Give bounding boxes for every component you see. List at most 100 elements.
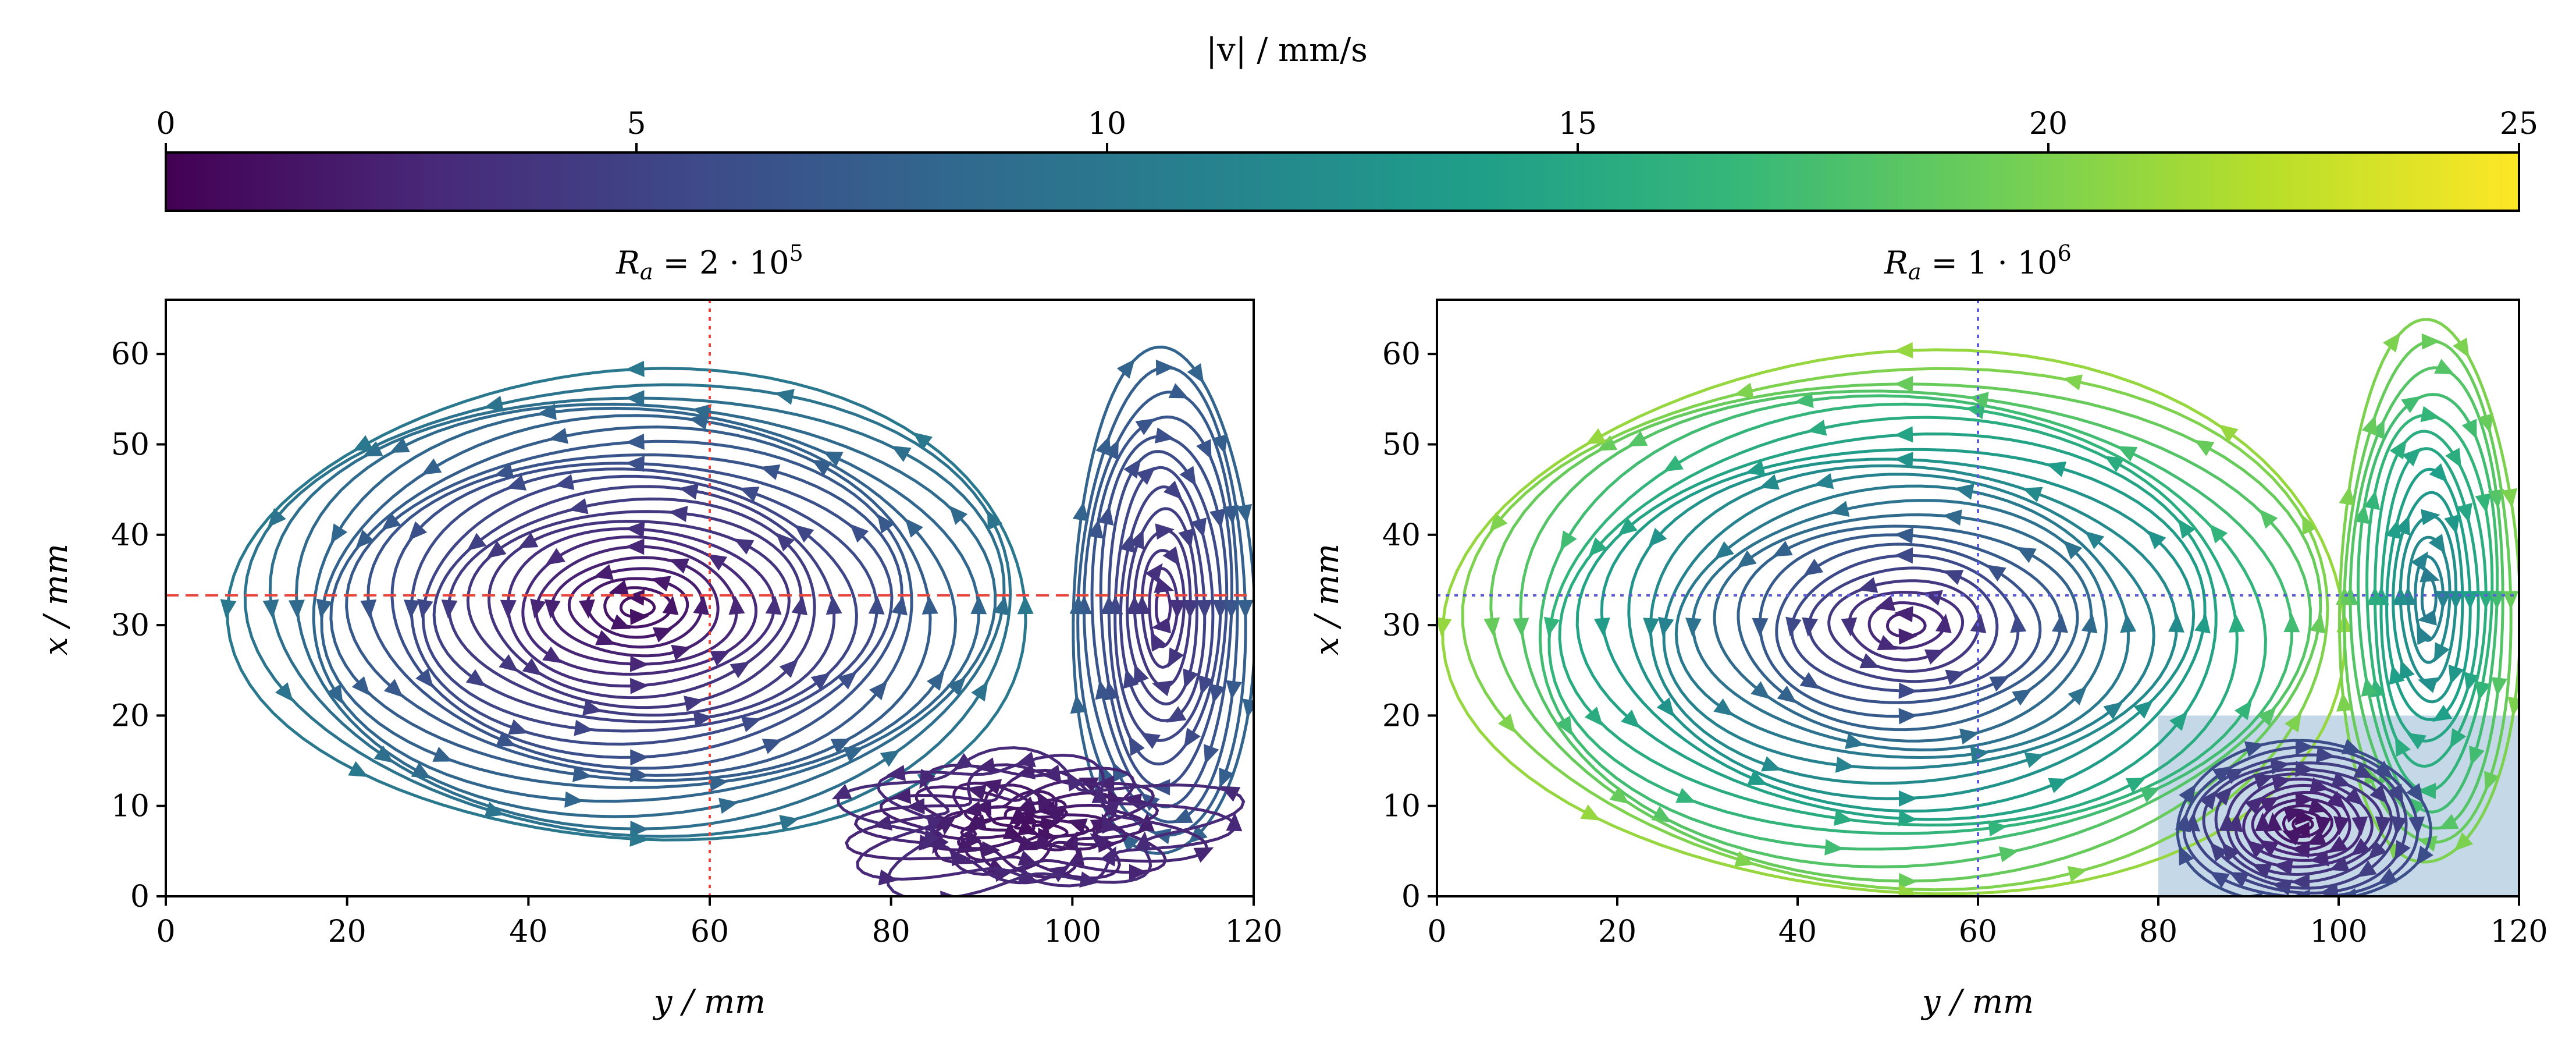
streamline-arrow bbox=[582, 699, 603, 716]
streamline-arrow bbox=[1894, 452, 1913, 469]
x-tick-label: 0 bbox=[1427, 914, 1446, 949]
streamline-arrow bbox=[1898, 708, 1917, 725]
streamline-arrow bbox=[1803, 558, 1824, 576]
streamline-arrow bbox=[288, 599, 305, 619]
streamline-arrow bbox=[2219, 812, 2236, 831]
streamline-arrow bbox=[360, 599, 377, 619]
streamline bbox=[521, 535, 758, 676]
y-tick-label: 0 bbox=[1401, 879, 1421, 914]
streamline-arrow bbox=[1877, 635, 1898, 650]
streamline-arrow bbox=[1543, 616, 1560, 637]
streamline bbox=[603, 586, 673, 629]
streamline-arrow bbox=[1016, 796, 1037, 812]
streamline-arrow bbox=[484, 801, 505, 818]
streamline-arrow bbox=[2385, 519, 2402, 540]
streamline-arrow bbox=[2364, 490, 2380, 510]
streamline-arrow bbox=[1621, 709, 1641, 729]
y-axis-label-ra-1e6: x / mm bbox=[1308, 544, 1346, 655]
streamline-arrow bbox=[671, 644, 691, 661]
streamline-arrow bbox=[2368, 840, 2387, 860]
streamline-arrow bbox=[2169, 711, 2188, 731]
x-axis-label-ra-1e6: y / mm bbox=[1920, 983, 2034, 1021]
streamline-arrow bbox=[1222, 505, 1239, 525]
axes-ticks-ra-1e6: 0 20 40 60 80 100 120 0 10 20 30 40 50 60 bbox=[1382, 337, 2548, 949]
streamline-arrow bbox=[843, 747, 864, 762]
y-tick-label: 10 bbox=[111, 789, 150, 824]
streamline-arrow bbox=[1898, 872, 1917, 889]
streamline-arrow bbox=[545, 548, 565, 565]
streamline-arrow bbox=[2295, 791, 2314, 808]
streamline-arrow bbox=[2361, 676, 2378, 697]
streamline-arrow bbox=[2209, 524, 2228, 544]
streamline-arrow bbox=[1750, 681, 1770, 700]
y-tick-label: 40 bbox=[1382, 518, 1421, 553]
streamline-arrow bbox=[2435, 591, 2452, 610]
streamline-arrow bbox=[810, 672, 831, 690]
streamline-arrow bbox=[2336, 692, 2353, 712]
streamline-arrow bbox=[625, 434, 645, 450]
streamline-arrow bbox=[892, 787, 912, 804]
streamline-arrow bbox=[518, 533, 539, 548]
streamline bbox=[2337, 318, 2519, 864]
streamline-arrow bbox=[1752, 618, 1769, 637]
streamline-arrow bbox=[1627, 431, 1648, 447]
streamline-arrow bbox=[1204, 744, 1219, 765]
streamline-arrow bbox=[1945, 669, 1966, 686]
streamline-arrow bbox=[2081, 613, 2098, 634]
streamline-arrow bbox=[595, 630, 615, 645]
streamline-arrow bbox=[630, 749, 649, 766]
streamline-arrow bbox=[791, 595, 808, 616]
streamline-arrow bbox=[2417, 677, 2438, 693]
y-tick-label: 20 bbox=[111, 698, 150, 733]
streamline-arrow bbox=[2016, 547, 2037, 563]
colorbar-tick-label: 15 bbox=[1559, 107, 1597, 141]
streamline-arrow bbox=[1745, 460, 1766, 476]
streamline-arrow bbox=[2177, 519, 2196, 539]
streamline-arrow bbox=[693, 711, 713, 728]
streamline-arrow bbox=[1923, 590, 1943, 606]
streamline-arrow bbox=[2344, 787, 2364, 806]
x-tick-label: 80 bbox=[872, 914, 910, 949]
streamline-arrow bbox=[2295, 761, 2314, 778]
streamline-arrow bbox=[921, 595, 938, 615]
panel-title-ra-2e5: Ra = 2 · 105 bbox=[615, 240, 803, 285]
streamline-arrow bbox=[981, 841, 1001, 858]
streamline-arrow bbox=[415, 668, 434, 688]
streamline-arrow bbox=[1236, 503, 1253, 524]
streamline-arrow bbox=[1747, 770, 1768, 785]
streamline-arrow bbox=[2417, 625, 2432, 645]
streamline-arrow bbox=[2246, 840, 2266, 858]
streamline-arrow bbox=[734, 538, 755, 555]
streamline-arrow bbox=[1834, 810, 1853, 826]
streamline-arrow bbox=[2374, 760, 2394, 779]
streamline-arrow bbox=[353, 435, 373, 451]
y-axis-label-ra-2e5: x / mm bbox=[37, 544, 75, 655]
x-tick-label: 60 bbox=[1959, 914, 1997, 949]
streamline-arrow bbox=[629, 677, 649, 694]
streamline-arrow bbox=[812, 459, 832, 476]
streamline-arrow bbox=[496, 731, 517, 747]
streamline-arrow bbox=[2491, 677, 2508, 697]
streamline-arrow bbox=[1045, 807, 1065, 824]
streamline-arrow bbox=[1155, 523, 1175, 540]
streamline-arrow bbox=[1799, 672, 1820, 689]
streamline-arrow bbox=[2448, 664, 2464, 685]
streamline-arrow bbox=[947, 677, 966, 696]
streamline-arrow bbox=[2421, 509, 2440, 526]
streamline-arrow bbox=[1924, 649, 1945, 665]
streamline-arrow bbox=[1959, 728, 1980, 745]
streamline bbox=[1808, 566, 1999, 683]
streamline-arrow bbox=[2444, 514, 2460, 535]
streamline bbox=[2414, 555, 2445, 642]
x-tick-label: 0 bbox=[156, 914, 175, 949]
streamline-arrow bbox=[2502, 591, 2519, 610]
streamline bbox=[329, 425, 932, 782]
streamline-arrow bbox=[351, 676, 371, 696]
streamline bbox=[1886, 612, 1927, 638]
streamline-arrow bbox=[1079, 871, 1100, 888]
streamline-arrow bbox=[1513, 618, 1529, 637]
streamline-arrow bbox=[869, 680, 888, 701]
streamline-arrow bbox=[1497, 714, 1516, 733]
streamline-arrow bbox=[1898, 884, 1917, 896]
streamline-arrow bbox=[1609, 786, 1629, 804]
